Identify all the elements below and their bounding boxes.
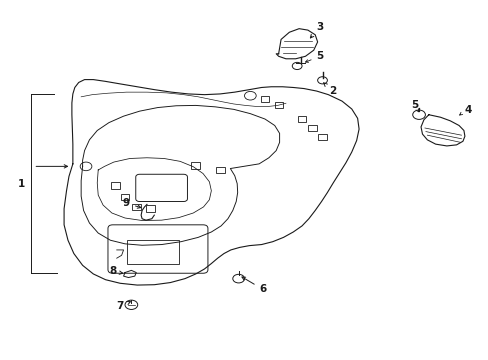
Circle shape: [317, 77, 327, 84]
Text: 1: 1: [18, 179, 25, 189]
Bar: [215, 167, 224, 173]
Circle shape: [412, 110, 425, 120]
Bar: [297, 116, 306, 122]
Text: 2: 2: [323, 83, 335, 96]
Circle shape: [125, 300, 138, 310]
Text: 9: 9: [122, 198, 141, 208]
Bar: [308, 125, 317, 131]
Bar: [318, 134, 326, 140]
Circle shape: [244, 91, 256, 100]
Bar: [111, 182, 120, 189]
Bar: [261, 96, 268, 102]
Bar: [121, 194, 129, 201]
Text: 7: 7: [116, 301, 130, 311]
FancyBboxPatch shape: [136, 174, 187, 202]
Circle shape: [232, 274, 244, 283]
Text: 4: 4: [463, 105, 470, 115]
Text: 8: 8: [109, 266, 122, 276]
Text: 6: 6: [242, 277, 266, 294]
Bar: [132, 204, 141, 210]
Text: 3: 3: [310, 22, 323, 38]
Circle shape: [80, 162, 92, 171]
Bar: [191, 162, 200, 169]
Bar: [274, 102, 282, 108]
Text: 5: 5: [316, 51, 323, 61]
Bar: [146, 206, 155, 212]
FancyBboxPatch shape: [108, 225, 207, 273]
Text: 5: 5: [411, 100, 418, 111]
Circle shape: [292, 62, 302, 69]
Bar: [127, 240, 178, 264]
